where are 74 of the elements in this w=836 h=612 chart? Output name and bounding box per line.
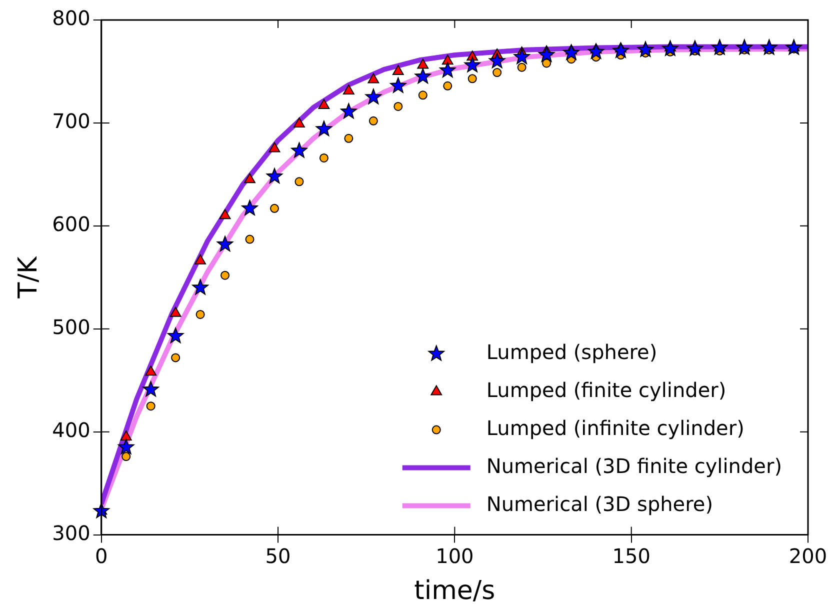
point	[440, 62, 456, 78]
point	[417, 58, 429, 69]
point	[464, 56, 480, 72]
point	[662, 40, 678, 56]
legend-label: Lumped (sphere)	[486, 340, 658, 364]
point	[344, 134, 354, 143]
point	[192, 279, 208, 295]
point	[390, 77, 406, 93]
point	[368, 73, 380, 84]
point	[145, 366, 157, 376]
point	[588, 43, 604, 59]
point	[146, 402, 156, 411]
point	[365, 88, 382, 104]
y-tick-label: 700	[52, 109, 90, 134]
point	[120, 430, 132, 440]
point	[316, 120, 332, 136]
point	[244, 173, 256, 184]
point	[392, 64, 404, 75]
x-tick-label: 0	[95, 544, 108, 568]
y-tick-label: 600	[52, 212, 90, 236]
point	[242, 200, 258, 216]
point	[492, 68, 502, 78]
point	[394, 102, 403, 111]
point	[142, 381, 159, 397]
legend-label: Numerical (3D finite cylinder)	[486, 454, 782, 478]
point	[219, 209, 231, 220]
point	[340, 103, 357, 119]
point	[319, 153, 328, 162]
point	[514, 48, 530, 64]
point	[170, 306, 182, 317]
point	[563, 44, 580, 60]
point	[342, 84, 354, 95]
point	[488, 52, 506, 68]
point	[517, 62, 526, 72]
point	[171, 353, 180, 362]
point	[414, 68, 431, 84]
point	[637, 41, 654, 57]
point	[268, 142, 280, 152]
legend-label: Lumped (infinite cylinder)	[486, 416, 744, 440]
point	[418, 90, 428, 100]
x-tick-label: 100	[436, 544, 474, 568]
legend-label: Numerical (3D sphere)	[486, 492, 714, 516]
x-tick-label: 50	[265, 544, 291, 568]
y-tick-label: 500	[52, 315, 90, 340]
point	[612, 42, 629, 58]
point	[167, 328, 184, 344]
x-tick-label: 200	[788, 544, 828, 568]
point	[266, 168, 283, 184]
point	[368, 116, 378, 126]
x-tick-label: 150	[612, 544, 650, 568]
legend-label: Lumped (finite cylinder)	[486, 378, 726, 402]
y-tick-label: 400	[52, 418, 90, 442]
point	[216, 236, 234, 252]
point	[270, 204, 279, 213]
point	[118, 438, 134, 454]
y-tick-label: 800	[52, 6, 90, 30]
point	[294, 117, 305, 128]
point	[538, 46, 555, 62]
point	[442, 54, 454, 65]
point	[220, 270, 230, 280]
point	[786, 39, 802, 55]
point	[468, 74, 477, 84]
point	[122, 452, 131, 462]
point	[196, 310, 205, 319]
point	[318, 98, 330, 109]
y-tick-label: 300	[52, 521, 90, 546]
point	[194, 254, 206, 264]
y-axis-title: T/K	[13, 256, 44, 300]
point	[294, 177, 304, 186]
x-axis-title: time/s	[414, 576, 496, 606]
point	[443, 81, 452, 90]
point	[712, 39, 728, 55]
point	[291, 142, 308, 158]
point	[245, 234, 254, 244]
